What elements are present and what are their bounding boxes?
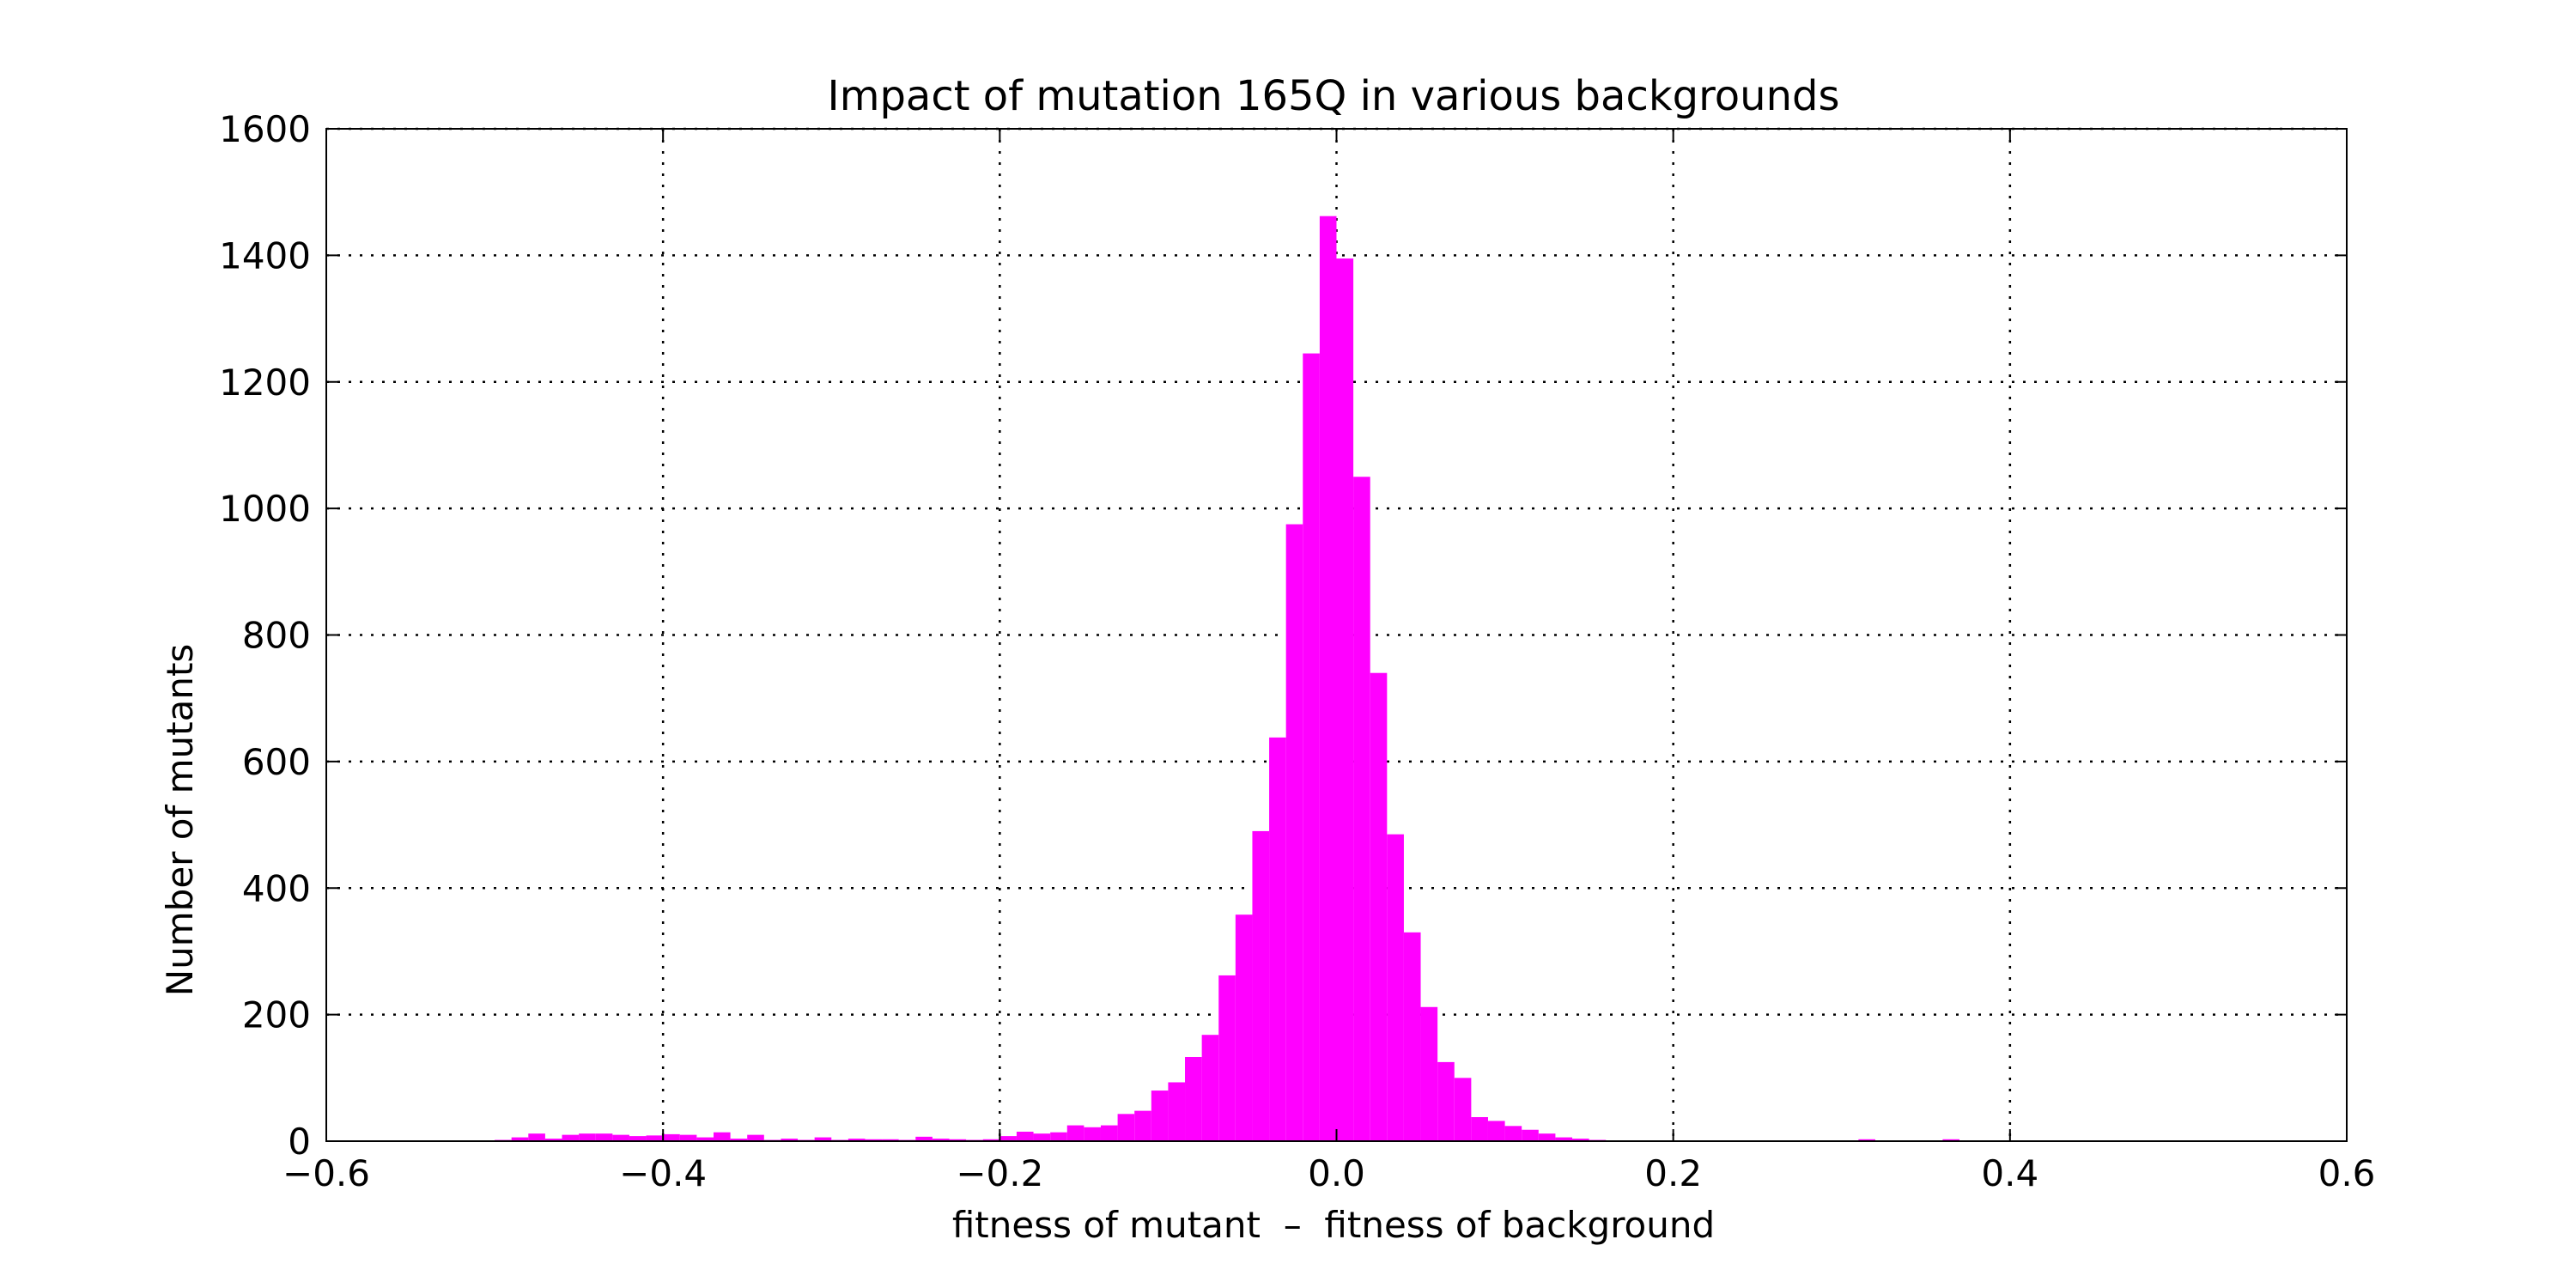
x-tick-label: −0.6 bbox=[283, 1152, 370, 1194]
histogram-bar bbox=[1471, 1116, 1488, 1141]
histogram-bar bbox=[865, 1139, 883, 1141]
histogram-bar bbox=[1538, 1133, 1556, 1141]
x-axis-label: fitness of mutant – fitness of backgroun… bbox=[952, 1204, 1715, 1246]
y-tick-label: 600 bbox=[242, 741, 311, 783]
histogram-bar bbox=[1437, 1061, 1455, 1141]
histogram-bar bbox=[679, 1134, 697, 1141]
histogram-bar bbox=[747, 1134, 764, 1141]
histogram-bar bbox=[646, 1135, 664, 1141]
histogram-bar bbox=[1420, 1006, 1438, 1141]
histogram-bar bbox=[1100, 1125, 1118, 1141]
histogram-bar bbox=[932, 1139, 950, 1141]
histogram-bar bbox=[1522, 1129, 1539, 1141]
histogram-bar bbox=[1285, 524, 1303, 1141]
histogram-bar bbox=[1319, 216, 1337, 1142]
chart-title: Impact of mutation 165Q in various backg… bbox=[828, 72, 1840, 120]
histogram-bar bbox=[1151, 1091, 1169, 1141]
histogram-bar bbox=[1942, 1139, 1960, 1141]
histogram-bar bbox=[562, 1134, 580, 1141]
histogram-bar bbox=[1134, 1110, 1151, 1141]
histogram-bar bbox=[511, 1137, 529, 1141]
histogram-bar bbox=[915, 1136, 933, 1141]
x-tick-label: −0.2 bbox=[956, 1152, 1043, 1194]
histogram-bar bbox=[1218, 975, 1236, 1141]
histogram-bar bbox=[1117, 1114, 1135, 1141]
y-axis-label: Number of mutants bbox=[159, 644, 201, 997]
histogram-bar bbox=[1403, 932, 1421, 1141]
histogram-bar bbox=[1033, 1133, 1051, 1141]
histogram-bar bbox=[579, 1133, 596, 1141]
histogram-bar bbox=[1303, 353, 1320, 1141]
histogram-bars bbox=[495, 216, 1960, 1142]
y-tick-label: 800 bbox=[242, 615, 311, 657]
y-tick-label: 1000 bbox=[219, 488, 311, 530]
histogram-bar bbox=[1252, 830, 1270, 1141]
histogram-bar bbox=[1336, 258, 1354, 1142]
histogram-bar bbox=[882, 1139, 899, 1141]
x-tick-label: 0.6 bbox=[2318, 1152, 2376, 1194]
y-tick-label: 200 bbox=[242, 994, 311, 1036]
histogram-bar bbox=[595, 1133, 613, 1141]
histogram-bar bbox=[1269, 737, 1286, 1141]
histogram-bar bbox=[1487, 1121, 1505, 1141]
histogram-bar bbox=[713, 1132, 731, 1141]
histogram-bar bbox=[612, 1134, 629, 1141]
histogram-bar bbox=[1454, 1078, 1472, 1141]
y-tick-label: 0 bbox=[288, 1121, 311, 1163]
histogram-bar bbox=[1235, 914, 1253, 1141]
histogram-bar bbox=[949, 1139, 967, 1141]
histogram-bar bbox=[1050, 1132, 1067, 1141]
y-tick-label: 1600 bbox=[219, 108, 311, 150]
histogram-bar bbox=[730, 1139, 748, 1141]
histogram-bar bbox=[544, 1139, 562, 1141]
histogram-bar bbox=[1504, 1126, 1522, 1141]
y-tick-label: 400 bbox=[242, 867, 311, 909]
histogram-bar bbox=[1016, 1131, 1034, 1141]
histogram-bar bbox=[1084, 1127, 1101, 1141]
histogram-bar bbox=[1387, 834, 1404, 1141]
histogram-bar bbox=[1168, 1082, 1186, 1141]
histogram-bar bbox=[999, 1136, 1017, 1141]
histogram-bar bbox=[982, 1139, 1000, 1141]
histogram-bar bbox=[1201, 1035, 1219, 1141]
histogram-bar bbox=[528, 1133, 545, 1141]
histogram-bar bbox=[629, 1136, 647, 1141]
histogram-bar bbox=[1370, 672, 1388, 1141]
histogram-bar bbox=[1185, 1056, 1202, 1141]
histogram-bar bbox=[1858, 1139, 1875, 1141]
histogram-bar bbox=[814, 1137, 832, 1141]
axis-ticks: −0.6 −0.4 −0.2 0.0 0.2 0.4 0.6 0 200 400 600 800 100… bbox=[219, 108, 2375, 1194]
histogram-bar bbox=[781, 1139, 799, 1141]
y-tick-label: 1200 bbox=[219, 361, 311, 404]
x-tick-label: 0.4 bbox=[1981, 1152, 2038, 1194]
x-tick-label: −0.4 bbox=[619, 1152, 707, 1194]
histogram-bar bbox=[848, 1139, 866, 1141]
y-tick-label: 1400 bbox=[219, 234, 311, 276]
x-tick-label: 0.0 bbox=[1308, 1152, 1365, 1194]
histogram-bar bbox=[1353, 477, 1370, 1141]
histogram-bar bbox=[696, 1137, 714, 1141]
histogram-bar bbox=[663, 1133, 680, 1141]
histogram-bar bbox=[1555, 1137, 1573, 1141]
x-tick-label: 0.2 bbox=[1644, 1152, 1702, 1194]
histogram-bar bbox=[1572, 1139, 1589, 1141]
histogram-bar bbox=[1066, 1125, 1084, 1141]
